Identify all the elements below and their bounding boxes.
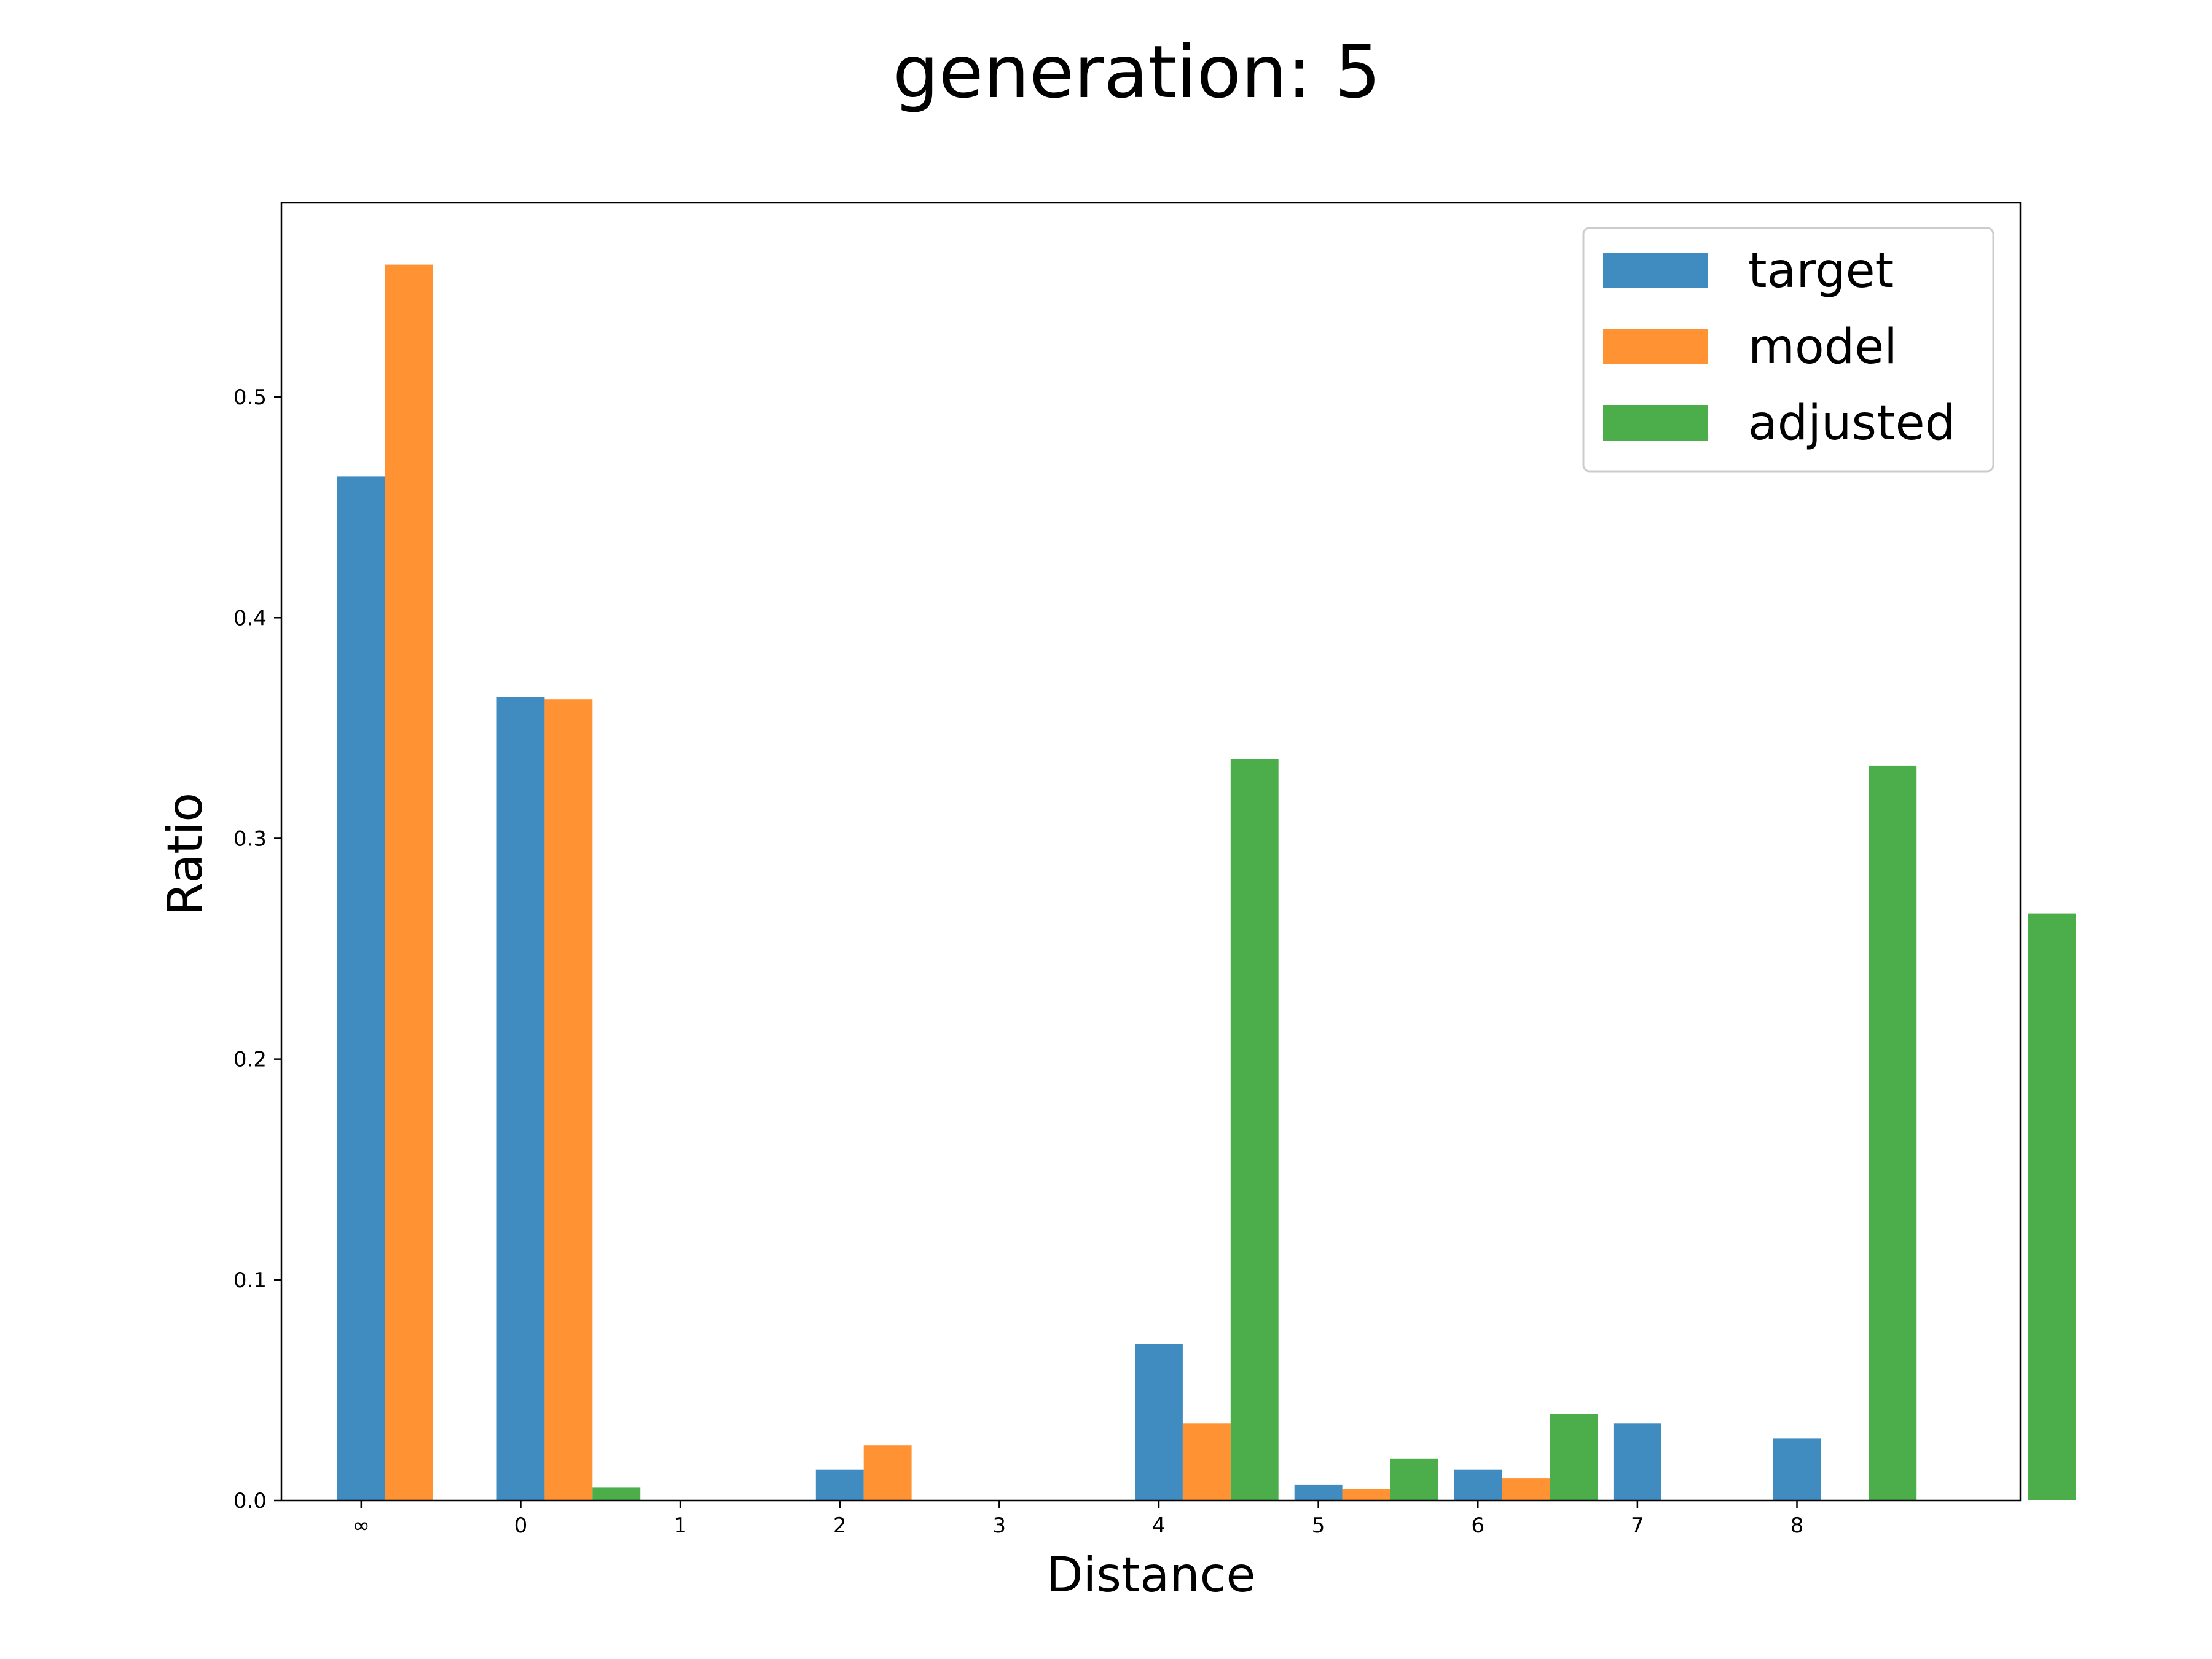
bar-model-3 — [1182, 1423, 1231, 1500]
bar-model-5 — [1502, 1478, 1550, 1500]
bar-adjusted-1 — [1230, 759, 1279, 1500]
x-tick-label: 2 — [833, 1513, 847, 1538]
y-tick-label: 0.2 — [233, 1048, 267, 1072]
plot-frame — [280, 202, 2022, 1502]
bar-model-1 — [544, 699, 593, 1500]
legend-swatch-target — [1603, 253, 1708, 288]
x-axis-label: Distance — [1046, 1548, 1255, 1603]
bar-target-1 — [496, 697, 545, 1500]
bar-model-4 — [1342, 1489, 1390, 1500]
bar-target-0 — [337, 476, 385, 1500]
x-tick-label: 5 — [1312, 1513, 1325, 1538]
legend-label-adjusted: adjusted — [1748, 396, 1955, 451]
bar-target-4 — [1294, 1484, 1343, 1500]
bar-adjusted-3 — [1550, 1414, 1598, 1500]
y-tick-label: 0.5 — [233, 385, 267, 410]
chart-title: generation: 5 — [893, 29, 1381, 114]
x-tick-label: 4 — [1152, 1513, 1166, 1538]
bar-target-5 — [1454, 1469, 1502, 1500]
legend-entry-target: target — [1603, 243, 1894, 299]
x-tick-label: 7 — [1631, 1513, 1644, 1538]
bar-adjusted-4 — [1869, 765, 1917, 1500]
x-tick-label: 0 — [514, 1513, 528, 1538]
x-tick-label: 6 — [1471, 1513, 1484, 1538]
bar-adjusted-5 — [2028, 913, 2076, 1500]
bars-layer — [337, 264, 2076, 1501]
bar-target-7 — [1773, 1438, 1821, 1500]
legend-entry-model: model — [1603, 320, 1897, 375]
legend-label-model: model — [1748, 320, 1897, 375]
bar-model-2 — [863, 1445, 912, 1500]
y-tick-label: 0.0 — [233, 1489, 267, 1513]
legend-entry-adjusted: adjusted — [1603, 396, 1955, 451]
bar-target-3 — [1135, 1344, 1183, 1500]
x-tick-label: ∞ — [353, 1513, 370, 1538]
bar-model-0 — [385, 264, 433, 1501]
y-tick-label: 0.3 — [233, 826, 267, 851]
x-tick-label: 3 — [993, 1513, 1006, 1538]
bar-adjusted-2 — [1390, 1458, 1438, 1500]
y-tick-label: 0.1 — [233, 1268, 267, 1293]
y-axis-label: Ratio — [158, 793, 213, 916]
bar-target-6 — [1613, 1423, 1661, 1500]
legend: target model adjusted — [1582, 227, 1994, 473]
y-tick-label: 0.4 — [233, 606, 267, 630]
bar-target-2 — [815, 1469, 864, 1500]
x-tick-label: 8 — [1790, 1513, 1804, 1538]
legend-label-target: target — [1748, 243, 1894, 299]
x-tick-label: 1 — [673, 1513, 687, 1538]
axes-layer: ∞ 0 1 2 3 4 5 6 7 8 0.0 0.1 0.2 0.3 0.4 0.5 — [233, 385, 1803, 1538]
bar-adjusted-0 — [592, 1487, 641, 1500]
legend-swatch-adjusted — [1603, 405, 1708, 441]
legend-swatch-model — [1603, 329, 1708, 364]
